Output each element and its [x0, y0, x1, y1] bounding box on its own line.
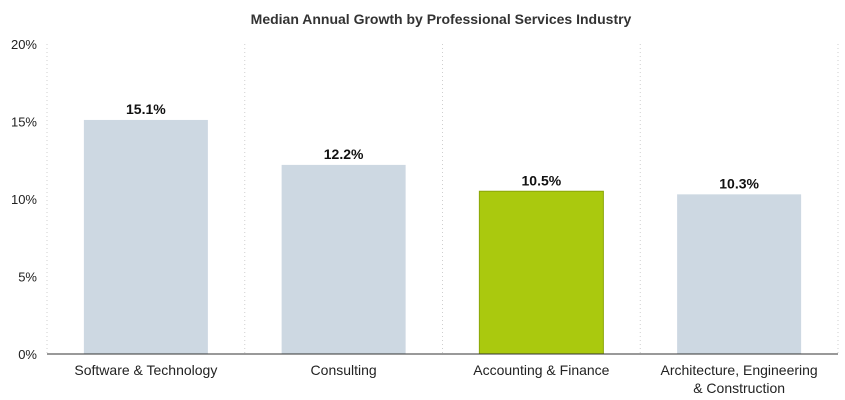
data-label: 10.5%: [522, 172, 562, 188]
data-label: 15.1%: [126, 101, 166, 117]
bars: [83, 119, 802, 355]
x-axis-ticks: Software & Technology Consulting Accountin…: [74, 362, 817, 396]
chart-title: Median Annual Growth by Professional Ser…: [251, 11, 632, 27]
bar-highlighted: [478, 190, 604, 355]
bar: [281, 164, 406, 354]
y-tick-label: 10%: [11, 192, 37, 207]
data-label: 10.3%: [719, 175, 759, 191]
y-tick-label: 20%: [11, 37, 37, 52]
data-label: 12.2%: [324, 146, 364, 162]
bar: [677, 194, 802, 354]
y-axis-ticks: 0% 5% 10% 15% 20%: [11, 37, 37, 362]
x-tick-label: Accounting & Finance: [473, 362, 609, 378]
y-tick-label: 0%: [18, 347, 37, 362]
data-labels: 15.1% 12.2% 10.5% 10.3%: [126, 101, 759, 191]
y-tick-label: 5%: [18, 270, 37, 285]
bar: [83, 119, 208, 354]
x-tick-label: Software & Technology: [74, 362, 217, 378]
y-tick-label: 15%: [11, 115, 37, 130]
x-tick-label: Consulting: [311, 362, 377, 378]
x-tick-label: Architecture, Engineering & Construction: [661, 362, 818, 396]
